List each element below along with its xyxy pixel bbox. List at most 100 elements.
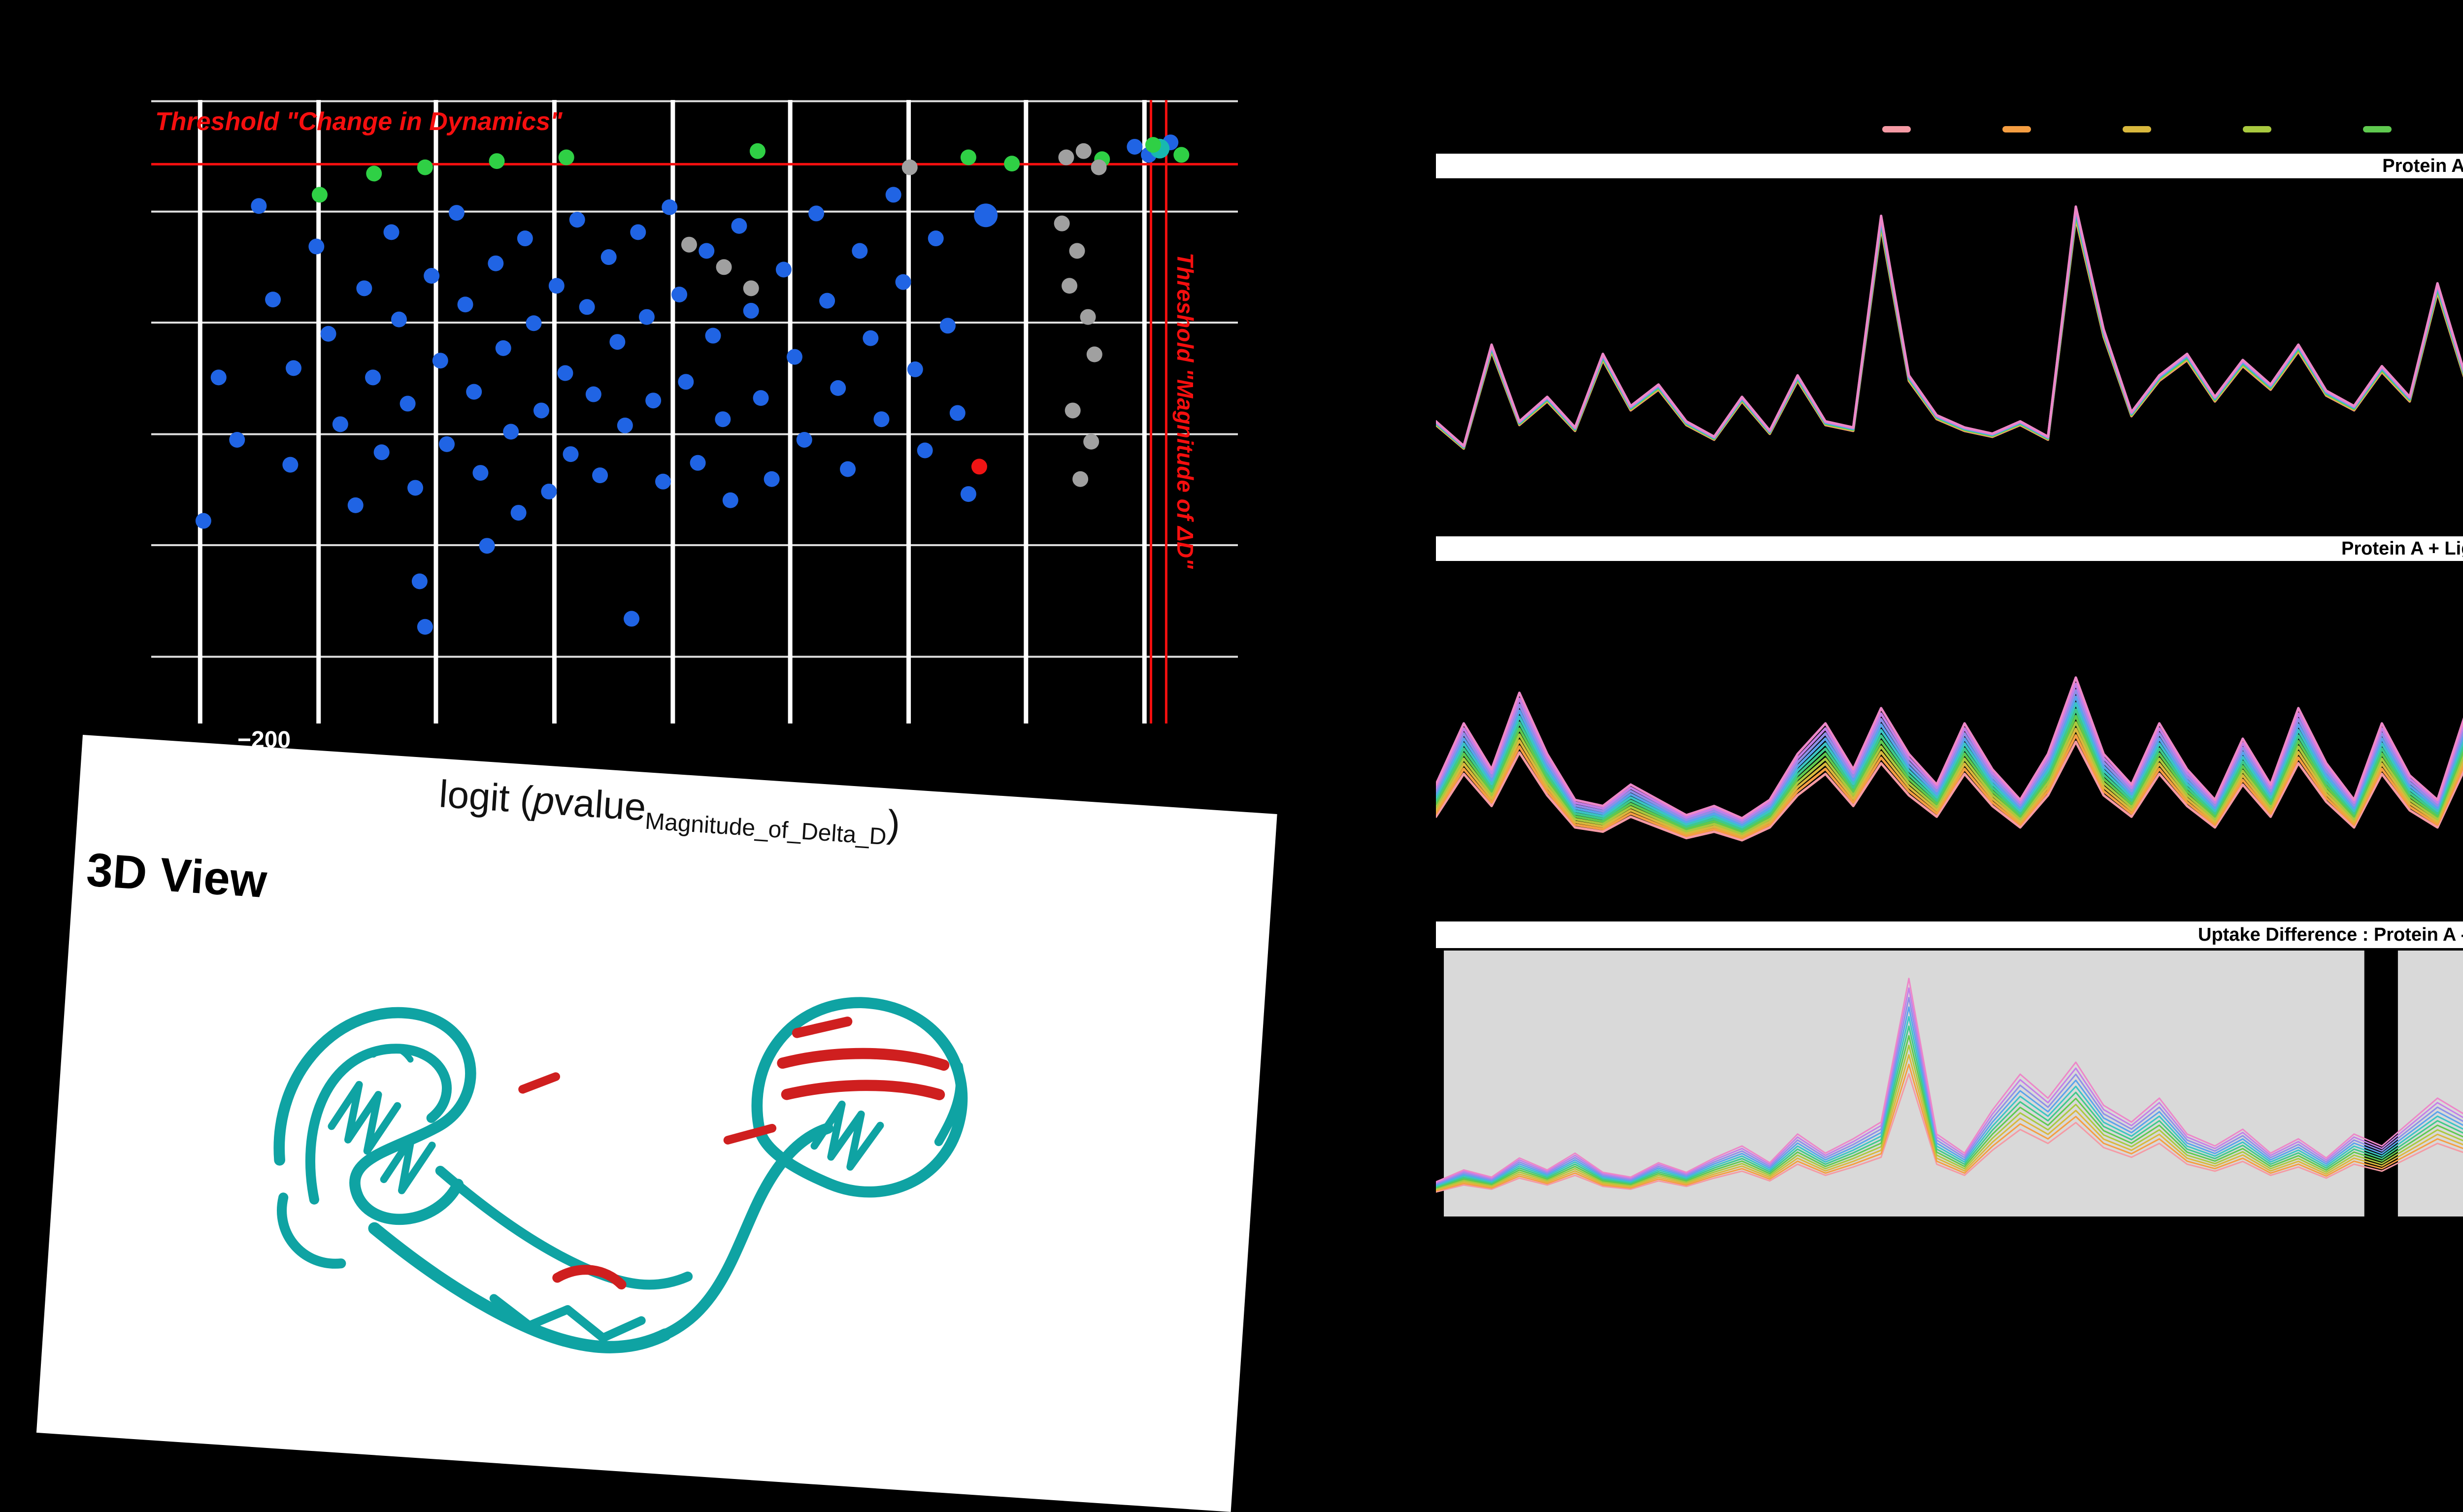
scatter-point[interactable] bbox=[510, 505, 527, 521]
series-line[interactable] bbox=[1436, 978, 2463, 1183]
scatter-point[interactable] bbox=[1091, 159, 1107, 175]
scatter-point[interactable] bbox=[895, 274, 911, 290]
scatter-point[interactable] bbox=[716, 259, 732, 275]
legend-item[interactable] bbox=[1882, 126, 1911, 132]
scatter-point[interactable] bbox=[1173, 147, 1190, 163]
series-line[interactable] bbox=[1436, 641, 2463, 833]
legend-item[interactable] bbox=[2002, 126, 2031, 132]
scatter-point[interactable] bbox=[662, 199, 678, 215]
scatter-point[interactable] bbox=[1058, 149, 1074, 165]
scatter-point[interactable] bbox=[417, 159, 433, 175]
scatter-point[interactable] bbox=[285, 360, 301, 376]
series-line[interactable] bbox=[1436, 1006, 2463, 1186]
scatter-point[interactable] bbox=[1062, 278, 1078, 294]
scatter-point[interactable] bbox=[600, 249, 617, 265]
scatter-point[interactable] bbox=[282, 457, 299, 473]
scatter-point[interactable] bbox=[974, 203, 998, 228]
scatter-point[interactable] bbox=[558, 149, 574, 165]
scatter-point[interactable] bbox=[391, 311, 407, 328]
scatter-point[interactable] bbox=[229, 431, 245, 448]
scatter-point[interactable] bbox=[311, 187, 328, 203]
scatter-point[interactable] bbox=[690, 455, 706, 471]
series-line[interactable] bbox=[1436, 604, 2463, 824]
scatter-point[interactable] bbox=[1145, 137, 1161, 153]
scatter-point[interactable] bbox=[928, 230, 944, 247]
series-line[interactable] bbox=[1436, 987, 2463, 1184]
scatter-point[interactable] bbox=[786, 349, 802, 365]
scatter-point[interactable] bbox=[1080, 309, 1096, 325]
series-line[interactable] bbox=[1436, 595, 2463, 822]
scatter-point[interactable] bbox=[681, 236, 697, 253]
uptake-difference-plot-canvas[interactable] bbox=[1436, 951, 2463, 1216]
series-line[interactable] bbox=[1436, 1025, 2463, 1188]
scatter-point[interactable] bbox=[541, 484, 557, 500]
scatter-point[interactable] bbox=[1083, 433, 1099, 450]
scatter-point[interactable] bbox=[488, 255, 504, 271]
scatter-point[interactable] bbox=[624, 611, 640, 627]
scatter-point[interactable] bbox=[411, 573, 428, 590]
scatter-point[interactable] bbox=[366, 165, 382, 182]
scatter-point[interactable] bbox=[472, 465, 489, 481]
scatter-point[interactable] bbox=[308, 238, 325, 255]
scatter-point[interactable] bbox=[365, 369, 381, 386]
viewer-3d-panel[interactable]: logit (pvalueMagnitude_of_Delta_D) 3D Vi… bbox=[36, 735, 1277, 1512]
scatter-point[interactable] bbox=[210, 369, 227, 386]
series-line[interactable] bbox=[1436, 1035, 2463, 1189]
series-line[interactable] bbox=[1436, 1073, 2463, 1193]
series-line[interactable] bbox=[1436, 659, 2463, 837]
series-line[interactable] bbox=[1436, 205, 2463, 447]
series-line[interactable] bbox=[1436, 623, 2463, 828]
scatter-point[interactable] bbox=[863, 330, 879, 346]
scatter-point[interactable] bbox=[517, 230, 533, 247]
uptake-plot-protein-a-canvas[interactable] bbox=[1436, 186, 2463, 527]
scatter-point[interactable] bbox=[332, 416, 348, 432]
scatter-point[interactable] bbox=[645, 393, 662, 409]
scatter-point[interactable] bbox=[949, 405, 965, 421]
series-line[interactable] bbox=[1436, 650, 2463, 835]
scatter-point[interactable] bbox=[722, 492, 738, 508]
scatter-point[interactable] bbox=[347, 497, 364, 513]
scatter-point[interactable] bbox=[775, 262, 792, 278]
scatter-point[interactable] bbox=[715, 411, 731, 427]
scatter-point[interactable] bbox=[503, 424, 519, 440]
series-line[interactable] bbox=[1436, 206, 2463, 448]
volcano-plot[interactable]: Threshold "Change in Dynamics" Threshold… bbox=[151, 100, 1238, 753]
scatter-point[interactable] bbox=[585, 386, 601, 402]
scatter-point[interactable] bbox=[960, 149, 976, 165]
series-line[interactable] bbox=[1436, 1054, 2463, 1191]
scatter-point[interactable] bbox=[1065, 402, 1081, 419]
scatter-point[interactable] bbox=[901, 159, 918, 175]
scatter-point[interactable] bbox=[971, 459, 987, 475]
legend-item[interactable] bbox=[2363, 126, 2392, 132]
uptake-plot-protein-a[interactable] bbox=[1436, 186, 2463, 527]
scatter-point[interactable] bbox=[819, 293, 835, 309]
scatter-point[interactable] bbox=[671, 286, 688, 302]
scatter-point[interactable] bbox=[417, 619, 433, 635]
uptake-difference-plot[interactable] bbox=[1436, 951, 2463, 1216]
series-line[interactable] bbox=[1436, 613, 2463, 826]
scatter-point[interactable] bbox=[399, 395, 416, 412]
scatter-point[interactable] bbox=[320, 326, 336, 342]
scatter-point[interactable] bbox=[678, 374, 694, 390]
scatter-point[interactable] bbox=[1054, 215, 1070, 231]
scatter-point[interactable] bbox=[1004, 156, 1020, 172]
scatter-point[interactable] bbox=[495, 340, 511, 356]
scatter-point[interactable] bbox=[548, 278, 565, 294]
series-line[interactable] bbox=[1436, 211, 2463, 449]
scatter-point[interactable] bbox=[655, 473, 671, 490]
protein-ribbon[interactable] bbox=[177, 906, 1075, 1460]
scatter-point[interactable] bbox=[1075, 143, 1092, 159]
scatter-point[interactable] bbox=[885, 187, 901, 203]
scatter-point[interactable] bbox=[526, 315, 542, 331]
scatter-point[interactable] bbox=[407, 480, 424, 496]
scatter-point[interactable] bbox=[424, 268, 440, 284]
scatter-point[interactable] bbox=[907, 361, 923, 377]
scatter-point[interactable] bbox=[489, 153, 505, 169]
scatter-point[interactable] bbox=[265, 292, 281, 308]
scatter-point[interactable] bbox=[195, 513, 211, 529]
series-line[interactable] bbox=[1436, 1044, 2463, 1190]
series-line[interactable] bbox=[1436, 997, 2463, 1185]
scatter-point[interactable] bbox=[439, 436, 455, 452]
scatter-point[interactable] bbox=[743, 302, 759, 319]
series-line[interactable] bbox=[1436, 213, 2463, 452]
